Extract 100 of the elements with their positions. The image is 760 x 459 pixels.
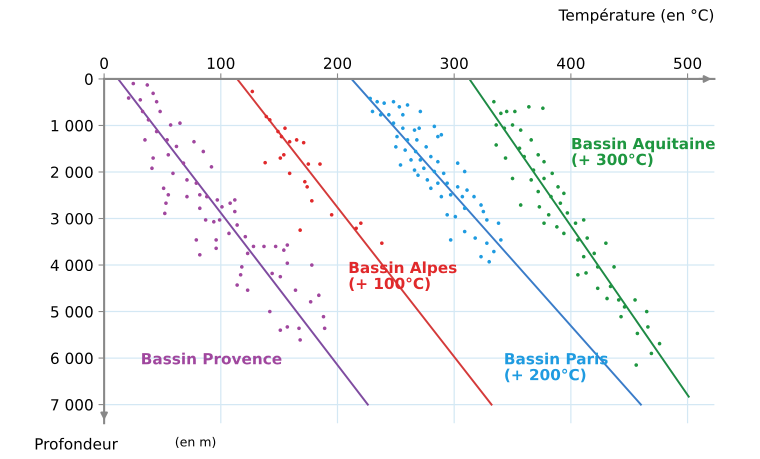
point bbox=[527, 105, 531, 109]
point bbox=[268, 118, 272, 122]
point bbox=[499, 112, 503, 116]
y-tick-label: 5 000 bbox=[51, 306, 93, 318]
x-tick-label: 500 bbox=[674, 57, 702, 70]
point bbox=[532, 168, 536, 172]
x-tick-label: 0 bbox=[100, 57, 108, 70]
point bbox=[536, 190, 540, 194]
point bbox=[550, 172, 554, 176]
point bbox=[492, 100, 496, 104]
point bbox=[504, 110, 509, 114]
point bbox=[302, 140, 306, 145]
point bbox=[494, 123, 498, 127]
y-tick-label: 7 000 bbox=[51, 399, 93, 411]
point bbox=[558, 201, 562, 205]
point bbox=[584, 271, 588, 275]
point bbox=[576, 272, 580, 277]
point bbox=[282, 152, 286, 157]
point bbox=[518, 203, 523, 207]
point bbox=[250, 90, 254, 94]
point bbox=[318, 162, 322, 166]
point bbox=[310, 198, 314, 203]
point bbox=[646, 325, 650, 329]
point bbox=[494, 143, 498, 147]
point bbox=[305, 185, 309, 189]
point bbox=[633, 298, 637, 302]
point bbox=[566, 211, 570, 215]
point bbox=[636, 332, 640, 336]
series-label: Bassin Provence bbox=[142, 352, 282, 364]
y-tick-label: 1 000 bbox=[52, 120, 93, 132]
point bbox=[612, 265, 616, 269]
x-tick-label: 400 bbox=[557, 57, 584, 70]
point bbox=[536, 152, 540, 157]
point bbox=[288, 140, 292, 144]
point bbox=[538, 205, 542, 209]
point bbox=[556, 185, 560, 189]
point bbox=[518, 146, 522, 150]
y-axis-title: Profondeur bbox=[36, 438, 118, 450]
point bbox=[302, 180, 307, 184]
point bbox=[644, 310, 649, 314]
point bbox=[288, 172, 292, 176]
y-tick-label: 6 000 bbox=[51, 352, 93, 364]
y-tick-label: 2 000 bbox=[51, 166, 93, 178]
point bbox=[576, 238, 580, 242]
point bbox=[513, 110, 517, 114]
text: (en m) bbox=[176, 436, 216, 448]
point bbox=[283, 126, 287, 130]
point bbox=[280, 134, 284, 138]
point bbox=[658, 342, 662, 346]
y-tick-label: 4 000 bbox=[50, 259, 93, 272]
point bbox=[504, 156, 508, 160]
point bbox=[546, 212, 551, 217]
point bbox=[574, 221, 578, 225]
point bbox=[306, 162, 310, 166]
x-tick-label: 300 bbox=[440, 57, 468, 70]
x-tick-label: 200 bbox=[324, 57, 352, 70]
point bbox=[510, 176, 514, 180]
point bbox=[585, 236, 590, 240]
point bbox=[380, 241, 384, 245]
point bbox=[541, 106, 545, 110]
point bbox=[562, 232, 566, 236]
point bbox=[354, 226, 358, 230]
point bbox=[596, 286, 600, 290]
point bbox=[616, 298, 621, 302]
point bbox=[276, 130, 280, 134]
point bbox=[502, 126, 506, 130]
point bbox=[650, 352, 654, 356]
point bbox=[298, 228, 302, 232]
point bbox=[522, 154, 526, 158]
point bbox=[542, 221, 546, 225]
point bbox=[549, 194, 553, 198]
series-label: Bassin Aquitaine (+ 300°C) bbox=[572, 137, 715, 168]
point bbox=[582, 254, 586, 258]
point bbox=[294, 138, 298, 142]
point bbox=[634, 363, 638, 367]
point bbox=[278, 156, 282, 160]
point bbox=[596, 265, 600, 269]
point bbox=[562, 192, 566, 196]
point bbox=[622, 305, 626, 309]
point bbox=[542, 176, 546, 180]
point bbox=[608, 284, 612, 288]
point bbox=[619, 314, 623, 319]
point bbox=[263, 160, 267, 165]
point bbox=[264, 114, 268, 118]
point bbox=[529, 178, 534, 182]
x-tick-label: 100 bbox=[208, 57, 234, 70]
point bbox=[542, 160, 546, 164]
point bbox=[529, 138, 534, 142]
x-axis-title: Température (en °C) bbox=[558, 8, 714, 24]
point bbox=[518, 128, 523, 132]
point bbox=[604, 241, 608, 245]
point bbox=[605, 296, 609, 300]
point bbox=[358, 221, 363, 225]
point bbox=[582, 218, 586, 222]
y-tick-label: 3 000 bbox=[51, 212, 93, 225]
y-tick-label: 0 bbox=[84, 73, 93, 85]
point bbox=[555, 225, 559, 229]
point bbox=[592, 252, 596, 256]
point bbox=[330, 212, 334, 217]
point bbox=[510, 123, 514, 127]
